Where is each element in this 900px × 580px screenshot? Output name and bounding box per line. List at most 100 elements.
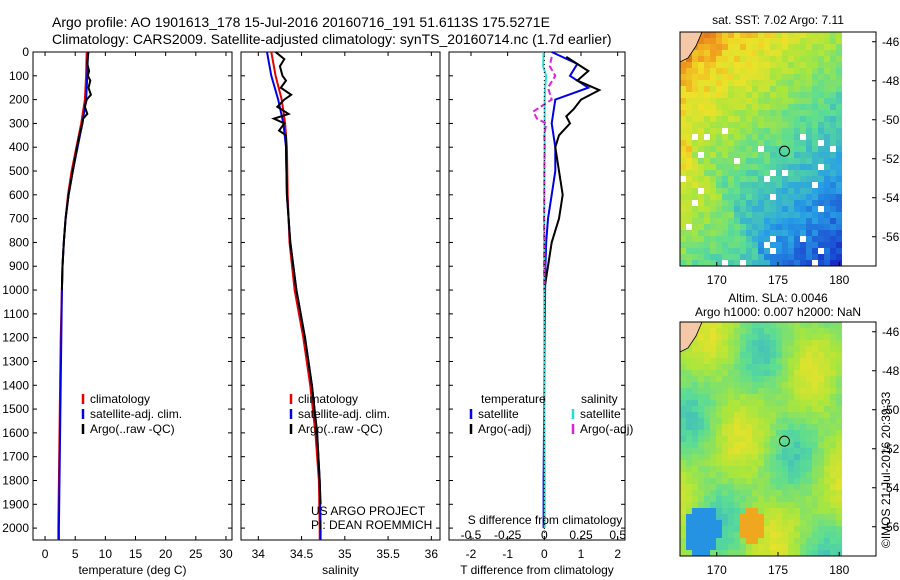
heatmap-cell xyxy=(704,110,710,116)
heatmap-cell xyxy=(746,388,752,394)
heatmap-cell xyxy=(716,92,722,98)
heatmap-cell xyxy=(680,406,686,412)
heatmap-cell xyxy=(800,38,806,44)
heatmap-cell xyxy=(758,466,764,472)
x-tick-label: 175 xyxy=(768,563,788,577)
heatmap-cell xyxy=(806,134,812,140)
x-tick-label: 35.5 xyxy=(376,547,400,561)
heatmap-cell xyxy=(818,146,824,152)
heatmap-cell xyxy=(770,448,776,454)
heatmap-cell xyxy=(692,236,698,242)
heatmap-cell xyxy=(716,110,722,116)
heatmap-cell xyxy=(692,526,698,532)
heatmap-cell xyxy=(776,514,782,520)
heatmap-cell xyxy=(824,260,830,266)
heatmap-cell xyxy=(812,212,818,218)
heatmap-cell xyxy=(722,358,728,364)
heatmap-cell xyxy=(836,442,842,448)
heatmap-cell xyxy=(794,98,800,104)
heatmap-cell xyxy=(788,358,794,364)
heatmap-cell xyxy=(782,116,788,122)
heatmap-cell xyxy=(806,382,812,388)
heatmap-cell xyxy=(770,218,776,224)
heatmap-cell xyxy=(722,104,728,110)
heatmap-cell xyxy=(758,490,764,496)
heatmap-cell xyxy=(794,418,800,424)
heatmap-cell xyxy=(764,224,770,230)
heatmap-cell xyxy=(770,418,776,424)
heatmap-cell xyxy=(698,230,704,236)
heatmap-cell xyxy=(746,242,752,248)
heatmap-cell xyxy=(686,230,692,236)
profile-layer: 0100200300400500600700800900100011001200… xyxy=(2,45,633,577)
heatmap-cell xyxy=(752,176,758,182)
heatmap-cell xyxy=(692,86,698,92)
heatmap-cell xyxy=(740,358,746,364)
x-tick-label: 35 xyxy=(338,547,352,561)
heatmap-cell xyxy=(740,394,746,400)
heatmap-cell xyxy=(794,508,800,514)
heatmap-cell xyxy=(758,526,764,532)
heatmap-cell xyxy=(686,200,692,206)
heatmap-cell xyxy=(698,50,704,56)
heatmap-cell xyxy=(752,134,758,140)
heatmap-cell xyxy=(740,62,746,68)
heatmap-cell xyxy=(830,140,836,146)
heatmap-cell xyxy=(800,44,806,50)
heatmap-cell xyxy=(740,550,746,556)
heatmap-cell xyxy=(806,340,812,346)
heatmap-cell xyxy=(770,74,776,80)
heatmap-cell xyxy=(686,116,692,122)
heatmap-cell xyxy=(716,484,722,490)
x-tick-label: 180 xyxy=(829,563,849,577)
heatmap-cell xyxy=(698,376,704,382)
heatmap-cell xyxy=(722,122,728,128)
heatmap-cell xyxy=(746,158,752,164)
heatmap-cell xyxy=(758,454,764,460)
heatmap-cell xyxy=(752,424,758,430)
heatmap-cell xyxy=(764,218,770,224)
heatmap-cell xyxy=(692,128,698,134)
heatmap-cell xyxy=(728,400,734,406)
heatmap-cell xyxy=(782,340,788,346)
heatmap-cell xyxy=(704,508,710,514)
heatmap-cell xyxy=(740,472,746,478)
heatmap-cell xyxy=(752,260,758,266)
heatmap-cell xyxy=(722,544,728,550)
heatmap-cell xyxy=(824,116,830,122)
heatmap-cell xyxy=(704,454,710,460)
heatmap-cell xyxy=(830,170,836,176)
heatmap-cell xyxy=(836,56,842,62)
heatmap-cell xyxy=(818,412,824,418)
x-tick-label: 180 xyxy=(829,273,849,287)
heatmap-cell xyxy=(788,200,794,206)
heatmap-cell xyxy=(800,364,806,370)
heatmap-cell xyxy=(782,68,788,74)
heatmap-cell xyxy=(836,44,842,50)
heatmap-cell xyxy=(686,550,692,556)
heatmap-cell xyxy=(788,176,794,182)
heatmap-cell xyxy=(722,140,728,146)
heatmap-cell xyxy=(698,532,704,538)
heatmap-cell xyxy=(782,544,788,550)
heatmap-cell xyxy=(758,134,764,140)
heatmap-cell xyxy=(794,406,800,412)
heatmap-cell xyxy=(746,230,752,236)
heatmap-cell xyxy=(764,32,770,38)
heatmap-cell xyxy=(800,454,806,460)
heatmap-cell xyxy=(770,92,776,98)
heatmap-cell xyxy=(824,146,830,152)
heatmap-cell xyxy=(758,508,764,514)
heatmap-cell xyxy=(698,86,704,92)
heatmap-cell xyxy=(710,406,716,412)
heatmap-cell xyxy=(836,394,842,400)
heatmap-cell xyxy=(710,430,716,436)
heatmap-cell xyxy=(680,242,686,248)
climatology-title: Climatology: CARS2009. Satellite-adjuste… xyxy=(52,31,612,47)
heatmap-cell xyxy=(794,388,800,394)
heatmap-cell xyxy=(692,340,698,346)
heatmap-cell xyxy=(818,122,824,128)
heatmap-cell xyxy=(794,56,800,62)
heatmap-cell xyxy=(800,212,806,218)
heatmap-cell xyxy=(704,358,710,364)
